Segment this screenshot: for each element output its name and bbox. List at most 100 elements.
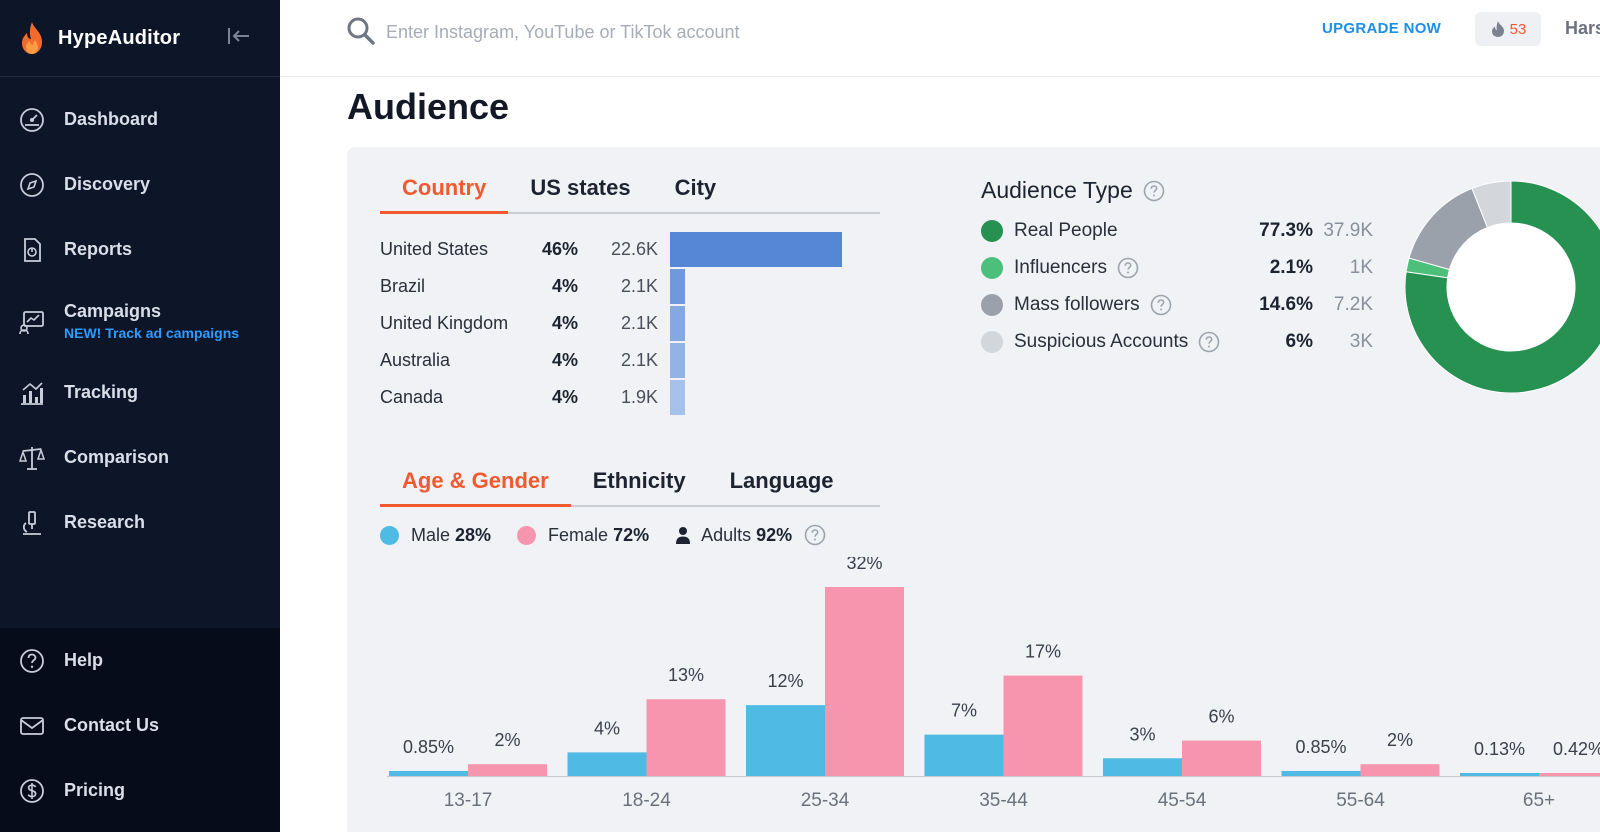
country-name: Canada <box>380 386 444 407</box>
male-bar[interactable] <box>924 734 1004 776</box>
country-row[interactable]: United States 46% 22.6K <box>380 231 850 267</box>
audience-type-name-wrap: Suspicious Accounts <box>1014 331 1243 353</box>
audience-type-pct: 14.6% <box>1259 294 1313 315</box>
bar-value-label: 0.85% <box>1295 737 1346 757</box>
bar-value-label: 17% <box>1025 642 1061 662</box>
campaigns-new-badge[interactable]: NEW! Track ad campaigns <box>64 325 240 341</box>
sidebar-item-pricing[interactable]: Pricing <box>0 758 280 823</box>
help-icon[interactable] <box>804 524 826 546</box>
age-gender-chart: 0.85% 2% 13-17 4% 13% 18-24 12% 32% 25-34 7% 17% 35… <box>387 557 1600 811</box>
female-pct: 72% <box>613 524 650 545</box>
sidebar-item-label: Comparison <box>64 447 170 467</box>
audience-type-row: Real People 77.3% 37.9K <box>981 213 1373 249</box>
help-circle-icon <box>20 648 44 673</box>
country-bar-track <box>670 268 685 304</box>
sidebar-item-help[interactable]: Help <box>0 628 280 693</box>
female-bar[interactable] <box>1360 764 1440 776</box>
age-tick-label: 18-24 <box>622 790 671 811</box>
female-bar[interactable] <box>468 764 547 776</box>
search-icon[interactable] <box>346 16 376 46</box>
country-pct: 4% <box>551 349 578 370</box>
sidebar-item-contact[interactable]: Contact Us <box>0 693 280 758</box>
audience-type-count: 1K <box>1349 257 1373 278</box>
country-value: 1.9K <box>620 386 658 407</box>
compass-icon <box>20 172 44 197</box>
female-bar[interactable] <box>825 587 904 776</box>
sidebar-item-label: Contact Us <box>64 715 160 735</box>
female-bar[interactable] <box>1182 740 1261 776</box>
bar-value-label: 0.13% <box>1474 739 1525 759</box>
female-dot <box>517 525 537 545</box>
help-icon[interactable] <box>1143 180 1165 202</box>
bar-value-label: 7% <box>951 701 977 721</box>
user-name[interactable]: Hars <box>1565 18 1600 38</box>
audience-type-dot <box>981 294 1003 316</box>
sidebar-item-reports[interactable]: Reports <box>0 217 280 282</box>
page-title: Audience <box>347 86 510 127</box>
country-bar-track <box>670 305 685 341</box>
male-pct: 28% <box>455 524 492 545</box>
sidebar-item-label: Campaigns <box>64 301 162 321</box>
country-row[interactable]: Canada 4% 1.9K <box>380 379 850 415</box>
sidebar-item-dashboard[interactable]: Dashboard <box>0 87 280 152</box>
tab-ethnicity[interactable]: Ethnicity <box>592 468 686 493</box>
audience-type-row: Mass followers 14.6% 7.2K <box>981 287 1373 323</box>
tab-age-gender[interactable]: Age & Gender <box>380 468 571 507</box>
bar-value-label: 2% <box>1387 730 1413 750</box>
gender-legend: Male 28% Female 72% Adults 92% <box>380 524 852 546</box>
search-input[interactable] <box>386 18 906 46</box>
credits-badge[interactable]: 53 <box>1475 12 1541 46</box>
help-icon[interactable] <box>1150 294 1172 316</box>
audience-type-name: Mass followers <box>1014 294 1140 315</box>
country-row[interactable]: United Kingdom 4% 2.1K <box>380 305 850 341</box>
country-bar <box>670 231 842 267</box>
country-pct: 4% <box>551 312 578 333</box>
country-bar <box>670 379 685 415</box>
country-row[interactable]: Brazil 4% 2.1K <box>380 268 850 304</box>
bar-value-label: 4% <box>594 718 620 738</box>
country-value: 2.1K <box>620 312 658 333</box>
flame-logo-icon <box>22 22 42 54</box>
audience-type-heading: Audience Type <box>981 177 1133 203</box>
sidebar: HypeAuditor Dashboard Discovery Reports … <box>0 0 280 832</box>
female-bar[interactable] <box>646 699 726 776</box>
age-tick-label: 35-44 <box>979 790 1028 811</box>
male-bar[interactable] <box>1460 773 1539 776</box>
sidebar-item-label: Research <box>64 512 146 532</box>
female-bar[interactable] <box>1003 675 1083 776</box>
male-bar[interactable] <box>1281 770 1361 776</box>
collapse-sidebar-icon[interactable] <box>224 22 252 50</box>
tab-us-states[interactable]: US states <box>530 175 631 200</box>
male-bar[interactable] <box>389 770 468 776</box>
audience-type-count: 37.9K <box>1323 220 1373 241</box>
bar-value-label: 12% <box>767 671 803 691</box>
sidebar-item-discovery[interactable]: Discovery <box>0 152 280 217</box>
campaigns-text: Campaigns NEW! Track ad campaigns <box>64 301 239 341</box>
audience-type-name: Real People <box>1014 220 1118 241</box>
brand[interactable]: HypeAuditor <box>0 0 280 77</box>
tab-country[interactable]: Country <box>380 175 509 214</box>
female-bar[interactable] <box>1539 773 1600 776</box>
tab-city[interactable]: City <box>674 175 717 200</box>
country-bar-track <box>670 342 685 378</box>
tab-language[interactable]: Language <box>729 468 834 493</box>
audience-type-count: 7.2K <box>1333 294 1373 315</box>
sidebar-item-comparison[interactable]: Comparison <box>0 425 280 490</box>
donut-hole <box>1447 223 1575 351</box>
male-bar[interactable] <box>1103 758 1182 776</box>
audience-type-count: 3K <box>1349 331 1373 352</box>
main-nav: Dashboard Discovery Reports Campaigns NE… <box>0 77 280 555</box>
male-bar[interactable] <box>567 752 647 776</box>
upgrade-now-link[interactable]: UPGRADE NOW <box>1322 20 1442 37</box>
male-bar[interactable] <box>746 705 825 776</box>
sidebar-item-campaigns[interactable]: Campaigns NEW! Track ad campaigns <box>0 282 280 360</box>
sidebar-item-label: Dashboard <box>64 109 159 129</box>
country-row[interactable]: Australia 4% 2.1K <box>380 342 850 378</box>
audience-type-dot <box>981 220 1003 242</box>
sidebar-item-tracking[interactable]: Tracking <box>0 360 280 425</box>
audience-type-dot <box>981 257 1003 279</box>
help-icon[interactable] <box>1117 257 1139 279</box>
sidebar-item-research[interactable]: Research <box>0 490 280 555</box>
help-icon[interactable] <box>1198 331 1220 353</box>
audience-type-row: Influencers 2.1% 1K <box>981 250 1373 286</box>
